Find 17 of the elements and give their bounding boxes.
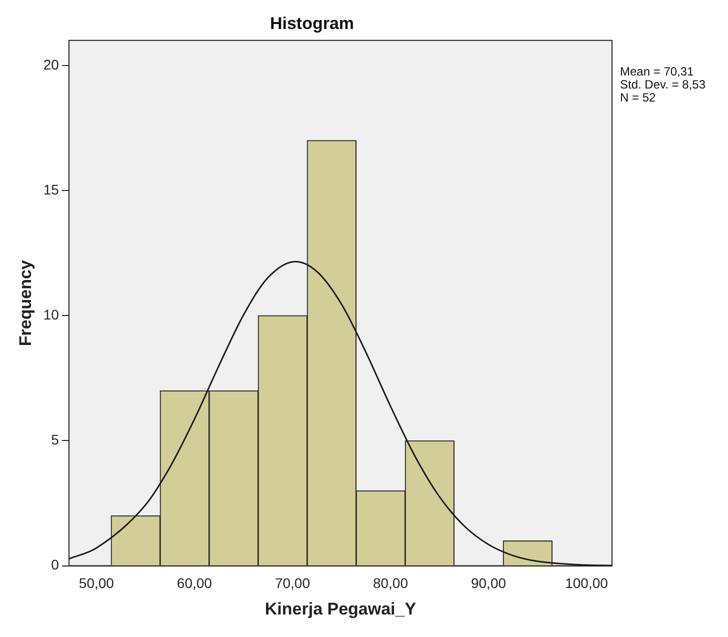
x-tick-label: 80,00 — [372, 575, 408, 592]
x-tick-label: 70,00 — [274, 575, 310, 592]
x-tick-label: 60,00 — [176, 575, 212, 592]
x-tick-label: 100,00 — [565, 575, 608, 592]
y-axis-title: Frequency — [16, 260, 35, 346]
text: N = 52 — [620, 90, 656, 105]
y-tick-label: 10 — [43, 306, 60, 322]
chart-title: Histogram — [270, 14, 354, 33]
y-tick-label: 0 — [51, 556, 60, 573]
y-tick-label: 15 — [43, 181, 60, 198]
x-tick-label: 50,00 — [78, 575, 114, 592]
x-tick-label: 90,00 — [470, 575, 506, 592]
text: Mean = 70,31 — [620, 64, 694, 79]
x-axis-title: Kinerja Pegawai_Y — [264, 599, 417, 618]
y-tick-label: 20 — [43, 56, 60, 72]
text: Std. Dev. = 8,53 — [620, 78, 706, 92]
y-tick-label: 5 — [51, 432, 60, 448]
